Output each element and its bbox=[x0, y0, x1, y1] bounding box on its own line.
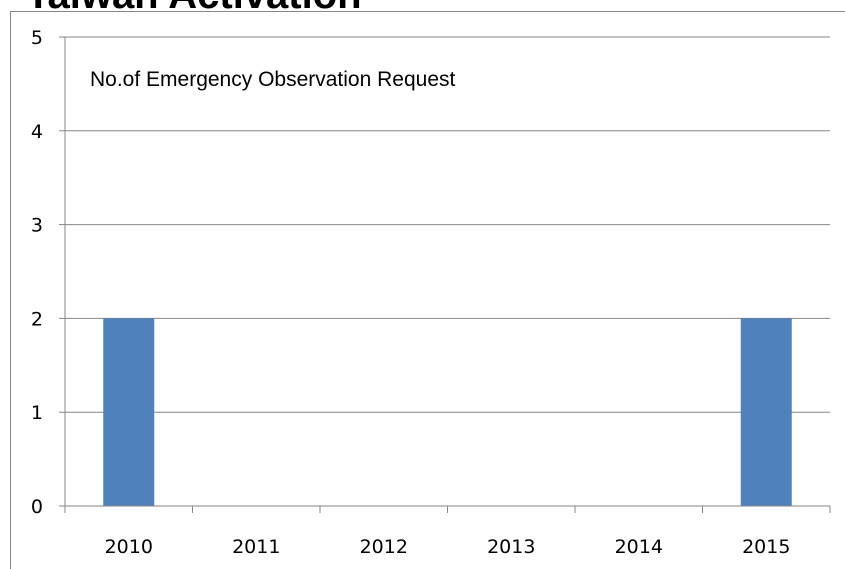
x-tick-label-2010: 2010 bbox=[105, 536, 153, 558]
bar-2015 bbox=[740, 318, 792, 506]
y-tick-label-4: 4 bbox=[31, 121, 43, 143]
y-tick-labels: 0 1 2 3 4 5 bbox=[31, 27, 43, 518]
axes bbox=[59, 36, 831, 513]
x-tick-labels: 2010 2011 2012 2013 2014 2015 bbox=[105, 536, 791, 558]
chart-frame bbox=[10, 11, 845, 569]
x-tick-label-2012: 2012 bbox=[360, 536, 408, 558]
x-tick-label-2013: 2013 bbox=[487, 536, 535, 558]
y-tick-label-5: 5 bbox=[31, 27, 43, 49]
page-heading: Taiwan Activation bbox=[26, 0, 362, 15]
x-tick-label-2011: 2011 bbox=[232, 536, 280, 558]
y-tick-label-0: 0 bbox=[31, 496, 43, 518]
y-tick-label-2: 2 bbox=[31, 308, 43, 330]
y-tick-label-3: 3 bbox=[31, 215, 43, 237]
bars bbox=[103, 318, 792, 506]
gridlines bbox=[65, 36, 830, 413]
chart-annotation: No.of Emergency Observation Request bbox=[90, 68, 456, 91]
bar-2010 bbox=[103, 318, 155, 506]
x-tick-label-2015: 2015 bbox=[742, 536, 790, 558]
y-tick-label-1: 1 bbox=[31, 402, 43, 424]
x-tick-label-2014: 2014 bbox=[615, 536, 663, 558]
